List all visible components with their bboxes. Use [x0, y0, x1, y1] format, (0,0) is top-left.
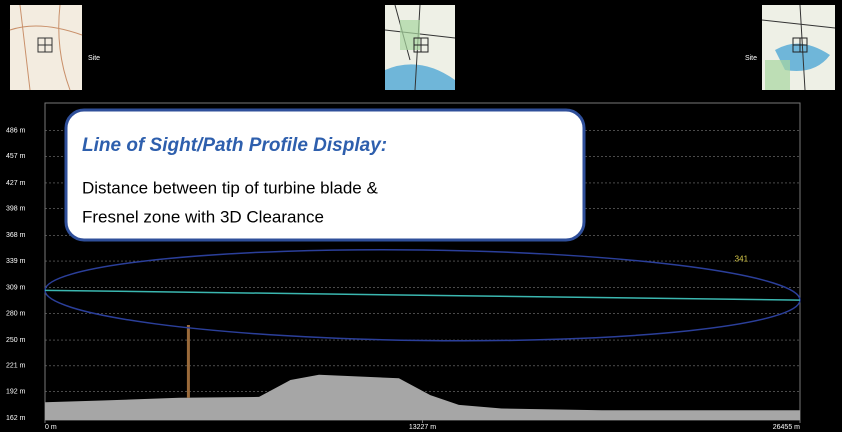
- profile-display: Site Site 486 m 457 m 427 m 398 m 368 m 339 m…: [0, 0, 842, 432]
- map-thumbnail-left: [10, 5, 82, 90]
- y-tick-label: 280 m: [6, 310, 26, 317]
- line-of-sight: [45, 290, 800, 300]
- callout-title: Line of Sight/Path Profile Display:: [82, 135, 387, 156]
- y-tick-label: 309 m: [6, 285, 26, 292]
- y-tick-label: 162 m: [6, 415, 26, 422]
- y-tick-label: 427 m: [6, 180, 26, 187]
- site-label: Site: [745, 55, 757, 62]
- x-tick-label: 0 m: [45, 424, 57, 431]
- site-label: Site: [88, 55, 100, 62]
- y-tick-label: 457 m: [6, 153, 26, 160]
- y-tick-label: 486 m: [6, 127, 26, 134]
- terrain-area: [45, 375, 800, 420]
- y-tick-label: 398 m: [6, 206, 26, 213]
- map-thumbnail-center: [385, 5, 455, 90]
- y-tick-label: 368 m: [6, 232, 26, 239]
- callout-text: Distance between tip of turbine blade &: [82, 178, 378, 197]
- y-tick-label: 339 m: [6, 258, 26, 265]
- y-tick-label: 221 m: [6, 363, 26, 370]
- callout-text: Fresnel zone with 3D Clearance: [82, 207, 324, 226]
- x-tick-label: 13227 m: [409, 424, 436, 431]
- y-tick-label: 192 m: [6, 388, 26, 395]
- height-annotation: 341: [735, 254, 749, 263]
- y-tick-label: 250 m: [6, 337, 26, 344]
- map-thumbnail-right: [762, 5, 835, 90]
- x-tick-label: 26455 m: [773, 424, 800, 431]
